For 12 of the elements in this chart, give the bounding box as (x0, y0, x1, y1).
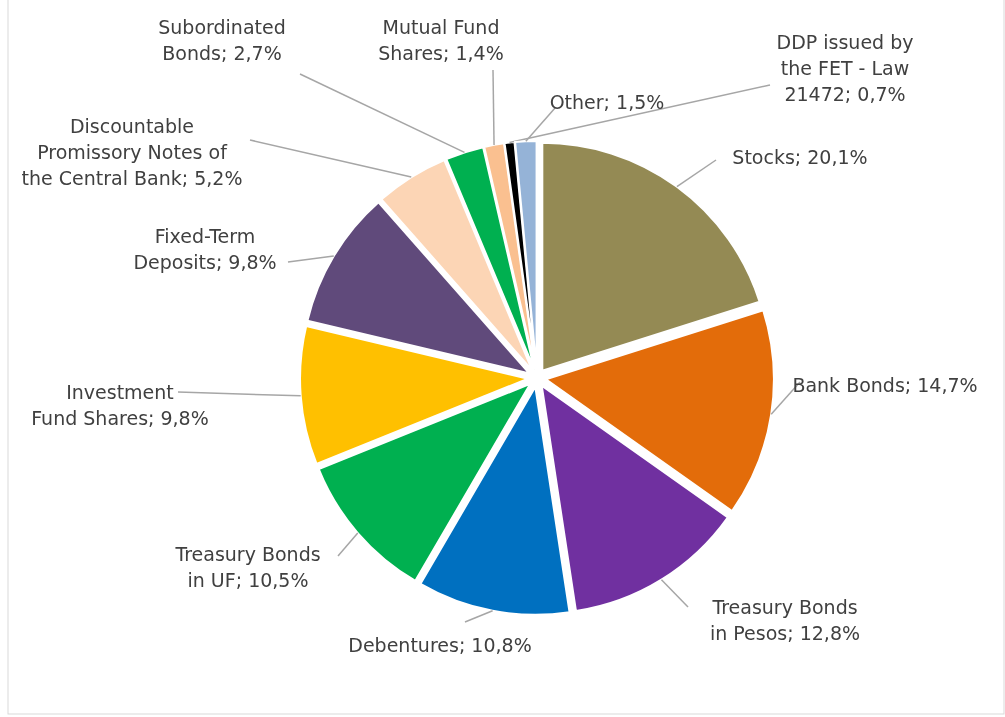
slice-label: Debentures; 10,8% (348, 634, 532, 656)
slice-label: Stocks; 20,1% (732, 146, 868, 168)
slice-label: Bank Bonds; 14,7% (792, 374, 978, 396)
slice-label: Investment Fund Shares; 9,8% (31, 381, 209, 429)
slice-label: Subordinated Bonds; 2,7% (158, 16, 286, 64)
slice-label: Fixed-Term Deposits; 9,8% (133, 225, 277, 273)
slice-label: DDP issued by the FET - Law 21472; 0,7% (776, 31, 914, 105)
slice-label: Treasury Bonds in UF; 10,5% (174, 543, 321, 591)
slice-label: Treasury Bonds in Pesos; 12,8% (709, 596, 861, 644)
slice-label: Discountable Promissory Notes of the Central Bank; 5,2% (21, 115, 243, 189)
slice-label: Mutual Fund Shares; 1,4% (378, 16, 504, 64)
slice-label: Other; 1,5% (549, 91, 665, 113)
